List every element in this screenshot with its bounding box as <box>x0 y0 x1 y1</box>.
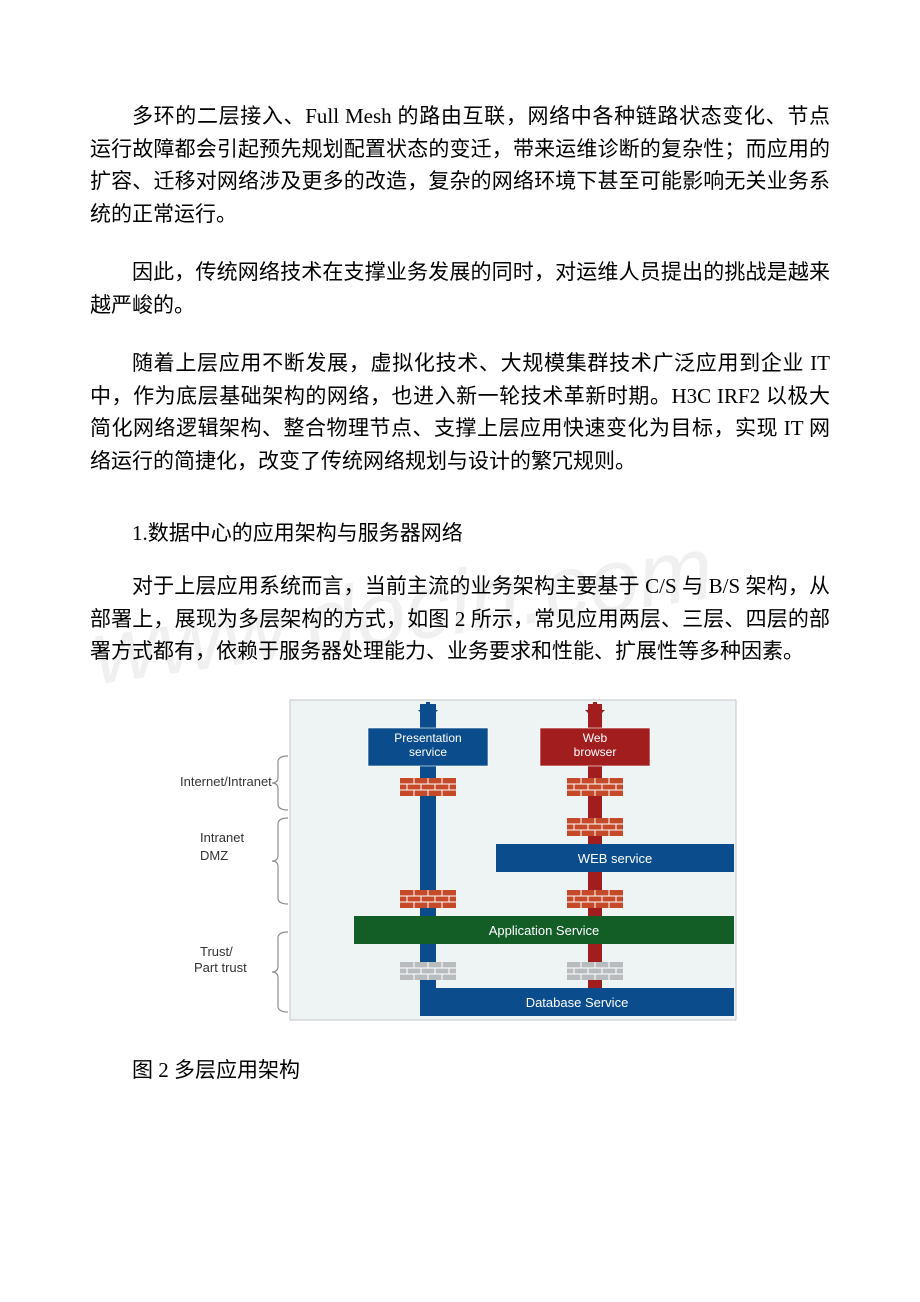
document-page: www.docin.com 多环的二层接入、Full Mesh 的路由互联，网络… <box>0 0 920 1302</box>
svg-text:Presentation: Presentation <box>394 731 461 745</box>
figure-architecture-diagram: Presentationservice Webbrowser WEB service… <box>180 694 740 1024</box>
svg-text:Trust/: Trust/ <box>200 944 233 959</box>
svg-text:service: service <box>409 745 447 759</box>
paragraph: 多环的二层接入、Full Mesh 的路由互联，网络中各种链路状态变化、节点运行… <box>90 100 830 230</box>
diagram-svg: Presentationservice Webbrowser WEB service… <box>180 694 740 1024</box>
svg-text:Part trust: Part trust <box>194 960 247 975</box>
svg-text:Application Service: Application Service <box>489 923 600 938</box>
svg-text:WEB service: WEB service <box>578 851 652 866</box>
svg-text:Web: Web <box>583 731 608 745</box>
paragraph: 因此，传统网络技术在支撑业务发展的同时，对运维人员提出的挑战是越来越严峻的。 <box>90 256 830 321</box>
svg-text:Database Service: Database Service <box>526 995 629 1010</box>
paragraph: 对于上层应用系统而言，当前主流的业务架构主要基于 C/S 与 B/S 架构，从部… <box>90 570 830 668</box>
svg-text:Internet/Intranet: Internet/Intranet <box>180 774 272 789</box>
svg-text:DMZ: DMZ <box>200 848 228 863</box>
svg-text:Intranet: Intranet <box>200 830 244 845</box>
section-heading: 1.数据中心的应用架构与服务器网络 <box>90 517 830 550</box>
paragraph: 随着上层应用不断发展，虚拟化技术、大规模集群技术广泛应用到企业 IT 中，作为底… <box>90 347 830 477</box>
svg-text:browser: browser <box>574 745 617 759</box>
figure-caption: 图 2 多层应用架构 <box>90 1054 830 1087</box>
